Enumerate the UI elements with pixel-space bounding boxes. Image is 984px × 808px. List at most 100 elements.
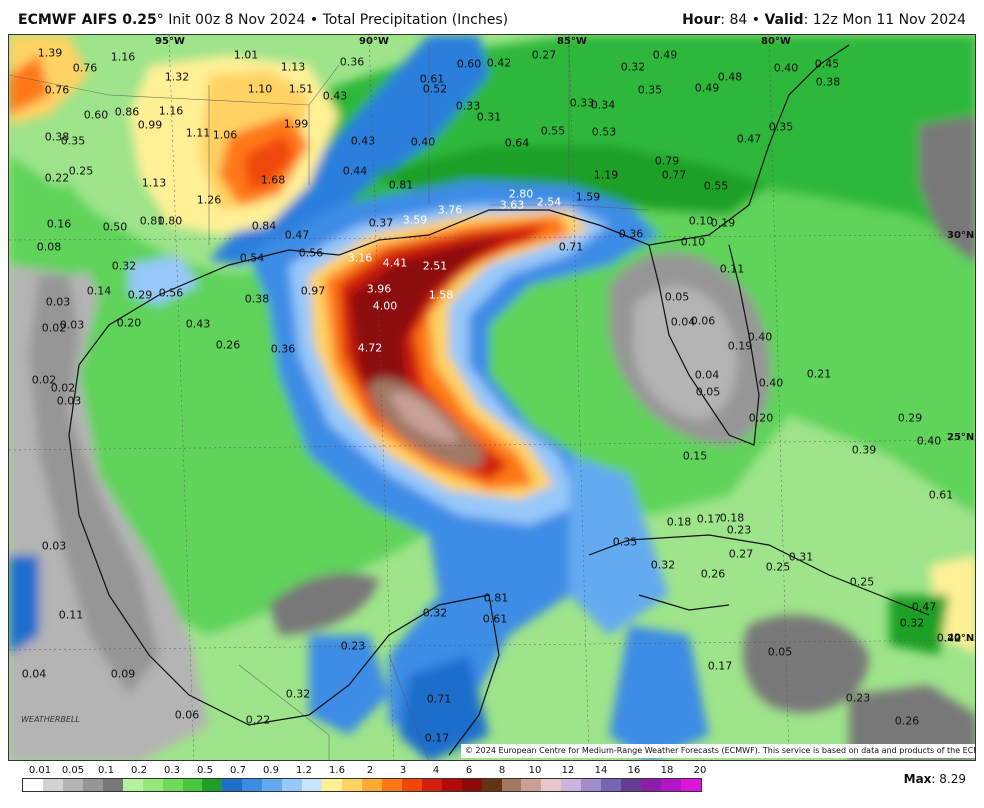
precip-value-label: 0.32 — [899, 616, 925, 630]
legend-swatch — [282, 779, 303, 791]
precip-value-label: 0.06 — [174, 708, 200, 722]
precip-value-label: 0.71 — [426, 692, 452, 706]
heavy-precip-value-label: 3.76 — [437, 203, 463, 217]
precip-value-label: 1.11 — [185, 126, 211, 140]
precip-value-label: 0.23 — [845, 691, 871, 705]
precip-value-label: 0.48 — [717, 70, 743, 84]
precip-value-label: 0.04 — [670, 315, 696, 329]
legend-tick-label: 0.9 — [263, 765, 279, 776]
precip-value-label: 0.54 — [239, 251, 265, 265]
legend-swatch — [102, 779, 123, 791]
legend-swatch — [421, 779, 442, 791]
legend-swatch — [262, 779, 283, 791]
precip-value-label: 0.77 — [661, 168, 687, 182]
legend-ticks: 0.01 0.05 0.1 0.2 0.3 0.5 0.7 0.9 1.2 1.6 2 3 4 6 8 10 1… — [22, 764, 707, 778]
precip-value-label: 0.18 — [666, 515, 692, 529]
precip-value-label: 0.32 — [111, 259, 137, 273]
precip-value-label: 0.09 — [110, 667, 136, 681]
precip-value-label: 0.61 — [482, 612, 508, 626]
weatherbell-wordmark: WEATHERBELL — [21, 715, 80, 724]
legend-swatch — [461, 779, 482, 791]
precip-value-label: 0.40 — [410, 135, 436, 149]
precip-value-label: 0.20 — [116, 316, 142, 330]
legend-swatch — [661, 779, 681, 791]
precip-value-label: 0.20 — [748, 411, 774, 425]
legend-swatch — [322, 779, 342, 791]
precip-value-label: 0.22 — [44, 171, 70, 185]
valid-separator: • — [751, 12, 760, 28]
precip-value-label: 0.31 — [476, 110, 502, 124]
legend-swatch — [302, 779, 323, 791]
legend-tick-label: 3 — [399, 765, 407, 776]
legend-tick-label: 2 — [366, 765, 374, 776]
precip-value-label: 0.86 — [114, 105, 140, 119]
init-time: Init 00z 8 Nov 2024 — [168, 12, 306, 28]
precip-value-label: 0.32 — [650, 558, 676, 572]
product-name: Total Precipitation (Inches) — [322, 12, 509, 28]
legend-swatch — [441, 779, 462, 791]
legend-tick-label: 6 — [465, 765, 473, 776]
precip-value-label: 1.01 — [233, 48, 259, 62]
precip-value-label: 0.33 — [569, 96, 595, 110]
precip-value-label: 0.02 — [50, 381, 76, 395]
precip-value-label: 0.64 — [504, 136, 530, 150]
precip-value-label: 0.29 — [127, 288, 153, 302]
precip-value-label: 0.99 — [137, 118, 163, 132]
model-name: ECMWF AIFS 0.25 — [18, 12, 157, 28]
precip-value-label: 1.06 — [212, 128, 238, 142]
precip-value-label: 0.42 — [936, 631, 962, 645]
max-label: Max — [903, 772, 932, 786]
precip-value-label: 1.19 — [593, 168, 619, 182]
legend-tick-label: 0.7 — [230, 765, 246, 776]
heavy-precip-value-label: 3.63 — [499, 198, 525, 212]
precip-value-label: 1.26 — [196, 193, 222, 207]
precip-value-label: 0.47 — [736, 132, 762, 146]
precip-value-label: 0.05 — [767, 645, 793, 659]
legend-swatch — [501, 779, 522, 791]
precip-value-label: 0.49 — [694, 81, 720, 95]
precip-value-label: 0.11 — [58, 608, 84, 622]
legend-swatch — [82, 779, 103, 791]
precip-value-label: 1.51 — [288, 82, 314, 96]
precip-value-label: 0.81 — [139, 214, 165, 228]
legend-tick-label: 0.2 — [131, 765, 147, 776]
heavy-precip-value-label: 2.54 — [536, 195, 562, 209]
precip-value-label: 0.45 — [814, 57, 840, 71]
legend-swatch — [62, 779, 83, 791]
precip-value-label: 0.55 — [703, 179, 729, 193]
heavy-precip-value-label: 2.51 — [422, 259, 448, 273]
legend-color-bar — [22, 778, 702, 792]
legend-swatch — [23, 779, 43, 791]
legend-swatch — [601, 779, 622, 791]
precip-value-label: 0.40 — [758, 376, 784, 390]
max-number: : 8.29 — [931, 772, 966, 786]
precip-value-label: 0.81 — [388, 178, 414, 192]
precip-value-label: 1.59 — [575, 190, 601, 204]
precip-value-label: 0.56 — [158, 286, 184, 300]
legend-swatch — [680, 779, 701, 791]
precip-value-label: 0.16 — [46, 217, 72, 231]
precip-value-label: 0.60 — [83, 108, 109, 122]
legend-swatch — [541, 779, 562, 791]
precip-value-label: 0.02 — [31, 373, 57, 387]
legend-swatch — [481, 779, 502, 791]
heavy-precip-value-label: 3.16 — [347, 251, 373, 265]
precip-value-label: 0.23 — [340, 639, 366, 653]
precip-value-label: 0.08 — [36, 240, 62, 254]
precip-value-label: 0.15 — [682, 449, 708, 463]
precip-value-label: 0.44 — [342, 164, 368, 178]
legend-tick-label: 12 — [561, 765, 575, 776]
lat-20-label: 20°N — [947, 633, 975, 644]
legend-swatch — [142, 779, 163, 791]
legend-tick-label: 0.05 — [61, 765, 85, 776]
precip-value-label: 0.11 — [719, 262, 745, 276]
precip-value-label: 0.25 — [849, 575, 875, 589]
precip-value-label: 0.05 — [695, 385, 721, 399]
precip-value-label: 0.81 — [483, 591, 509, 605]
precip-value-label: 0.97 — [300, 284, 326, 298]
precip-value-label: 0.21 — [806, 367, 832, 381]
precip-value-label: 0.27 — [531, 48, 557, 62]
legend-swatch — [122, 779, 143, 791]
precip-value-label: 0.14 — [86, 284, 112, 298]
hour-label: Hour — [682, 12, 721, 28]
